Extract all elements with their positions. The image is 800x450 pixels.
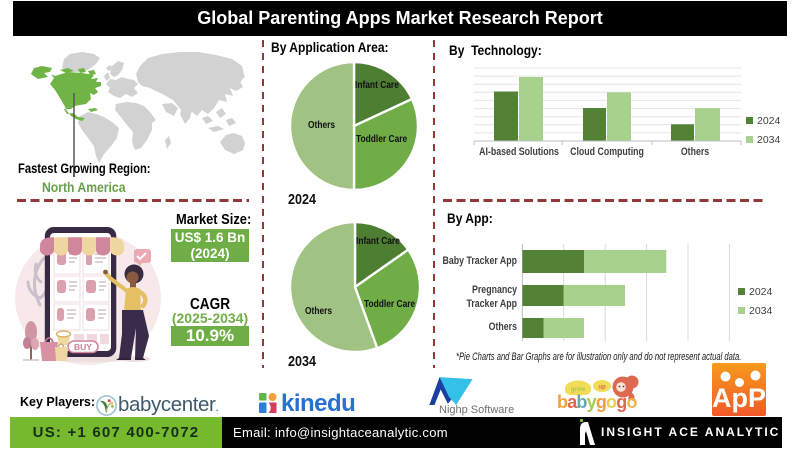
svg-text:BUY: BUY <box>74 342 92 352</box>
svg-text:up: up <box>598 385 606 391</box>
svg-text:grow: grow <box>571 387 586 393</box>
svg-text:ApP: ApP <box>712 383 766 413</box>
